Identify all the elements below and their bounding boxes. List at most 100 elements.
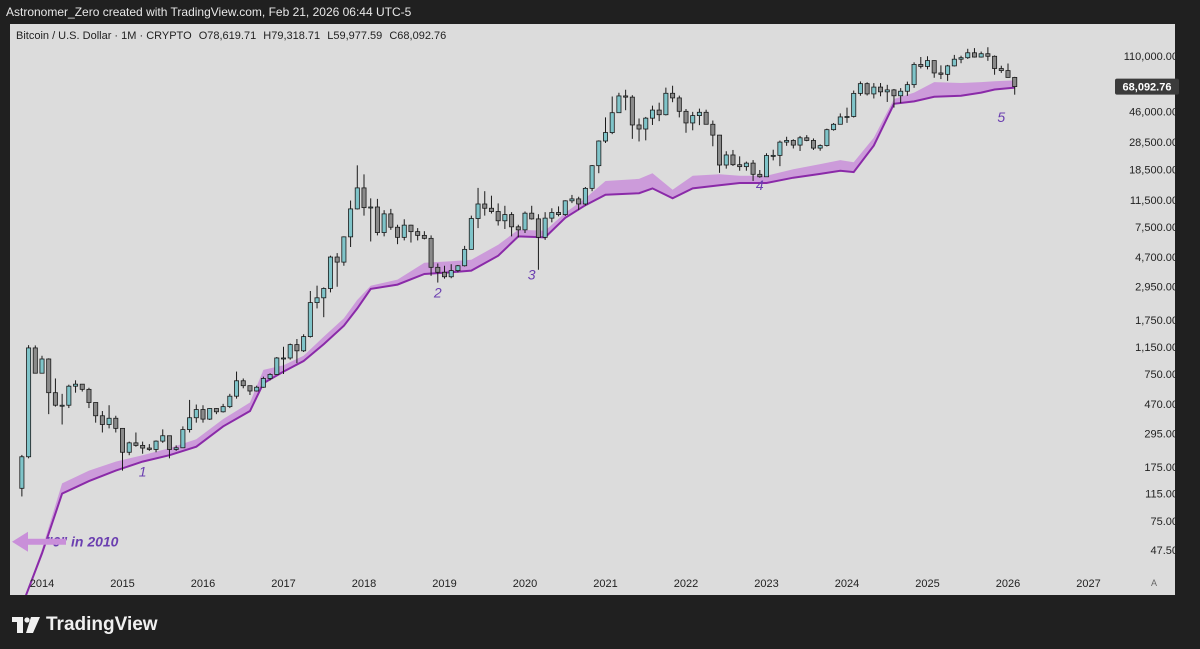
- candle: [388, 208, 394, 230]
- candle: [187, 399, 193, 433]
- candle: [717, 134, 723, 173]
- candle: [623, 89, 629, 111]
- candle: [844, 107, 850, 123]
- candle: [502, 205, 508, 229]
- open-value: O78,619.71: [198, 30, 257, 42]
- candle: [106, 405, 112, 429]
- candle: [73, 380, 79, 393]
- candle: [556, 206, 562, 217]
- price-chart[interactable]: 1 2 3 4 5 "0" in 2010 110,000.00 46,000.00 28,5…: [10, 24, 1200, 595]
- candle: [166, 435, 172, 459]
- candle: [455, 264, 461, 273]
- x-tick-label: 2016: [191, 578, 215, 590]
- candle: [649, 105, 655, 125]
- candle: [831, 123, 837, 131]
- y-tick-label: 47.50: [1150, 545, 1178, 557]
- candle: [281, 346, 286, 375]
- candle: [703, 109, 709, 125]
- x-tick-label: 2026: [996, 578, 1020, 590]
- candle: [777, 140, 783, 167]
- candle: [468, 215, 474, 250]
- candle: [730, 149, 736, 166]
- candle: [227, 393, 233, 409]
- x-tick-label: 2019: [432, 578, 456, 590]
- candle: [307, 290, 313, 338]
- candle: [522, 211, 528, 234]
- candle: [891, 88, 897, 108]
- x-tick-label: 2027: [1076, 578, 1100, 590]
- candle: [535, 214, 541, 270]
- candle: [86, 387, 92, 409]
- candle: [676, 95, 682, 118]
- candle: [696, 108, 702, 126]
- candle: [435, 263, 441, 283]
- candle: [482, 191, 488, 216]
- candle: [287, 343, 293, 360]
- candle: [904, 81, 910, 96]
- candle: [864, 82, 870, 96]
- candle: [663, 87, 669, 116]
- y-tick-label: 115.00: [1145, 489, 1178, 501]
- candle: [918, 56, 924, 69]
- candle: [589, 165, 595, 192]
- candle: [39, 355, 45, 374]
- candle: [46, 358, 52, 415]
- candle: [475, 187, 481, 229]
- plot-area[interactable]: [10, 24, 1175, 595]
- candle: [120, 427, 125, 471]
- y-tick-label: 28,500.00: [1129, 137, 1178, 149]
- candle: [770, 149, 776, 161]
- symbol-legend: Bitcoin / U.S. Dollar · 1M · CRYPTO O78,…: [16, 30, 450, 42]
- candle: [193, 404, 199, 423]
- last-price-label: 68,092.76: [1123, 82, 1172, 94]
- candle: [254, 385, 260, 392]
- candle: [764, 153, 769, 178]
- candle: [670, 85, 676, 103]
- candle: [985, 47, 991, 61]
- candle: [951, 54, 957, 67]
- y-tick-label: 46,000.00: [1129, 107, 1178, 119]
- x-tick-label: 2020: [513, 578, 537, 590]
- candle: [965, 48, 971, 59]
- candle: [354, 165, 360, 210]
- candle: [99, 411, 105, 433]
- candle: [931, 60, 937, 78]
- candle: [368, 198, 374, 242]
- y-tick-label: 18,500.00: [1129, 165, 1178, 177]
- candle: [408, 224, 414, 243]
- candle: [857, 81, 863, 96]
- x-tick-label: 2014: [30, 578, 54, 590]
- auto-scale-button[interactable]: A: [1150, 578, 1157, 588]
- candle: [26, 345, 32, 459]
- symbol-label: Bitcoin / U.S. Dollar · 1M · CRYPTO: [16, 30, 192, 42]
- y-tick-label: 470.00: [1144, 399, 1178, 411]
- candle: [690, 111, 696, 131]
- candle: [851, 90, 857, 118]
- tradingview-logo[interactable]: TradingView: [12, 614, 158, 636]
- candle: [234, 371, 240, 399]
- x-tick-label: 2017: [271, 578, 295, 590]
- candle: [274, 357, 280, 375]
- candle: [603, 117, 608, 144]
- support-band-line: [25, 86, 1015, 595]
- y-tick-label: 1,750.00: [1135, 315, 1178, 327]
- candle: [656, 102, 662, 122]
- close-value: C68,092.76: [389, 30, 447, 42]
- x-tick-label: 2015: [110, 578, 134, 590]
- candle: [837, 113, 843, 125]
- candle: [542, 212, 548, 240]
- candle: [334, 253, 340, 287]
- candle: [515, 224, 521, 238]
- attribution-bar: Astronomer_Zero created with TradingView…: [0, 0, 1200, 24]
- candle: [314, 285, 320, 309]
- candle: [992, 55, 998, 75]
- candle: [381, 210, 387, 237]
- candle: [562, 200, 568, 216]
- x-tick-label: 2025: [915, 578, 939, 590]
- candle: [160, 429, 166, 443]
- x-tick-label: 2022: [674, 578, 698, 590]
- candle: [247, 385, 253, 396]
- y-tick-label: 2,950.00: [1135, 282, 1178, 294]
- candle: [488, 195, 494, 214]
- candle: [146, 444, 152, 451]
